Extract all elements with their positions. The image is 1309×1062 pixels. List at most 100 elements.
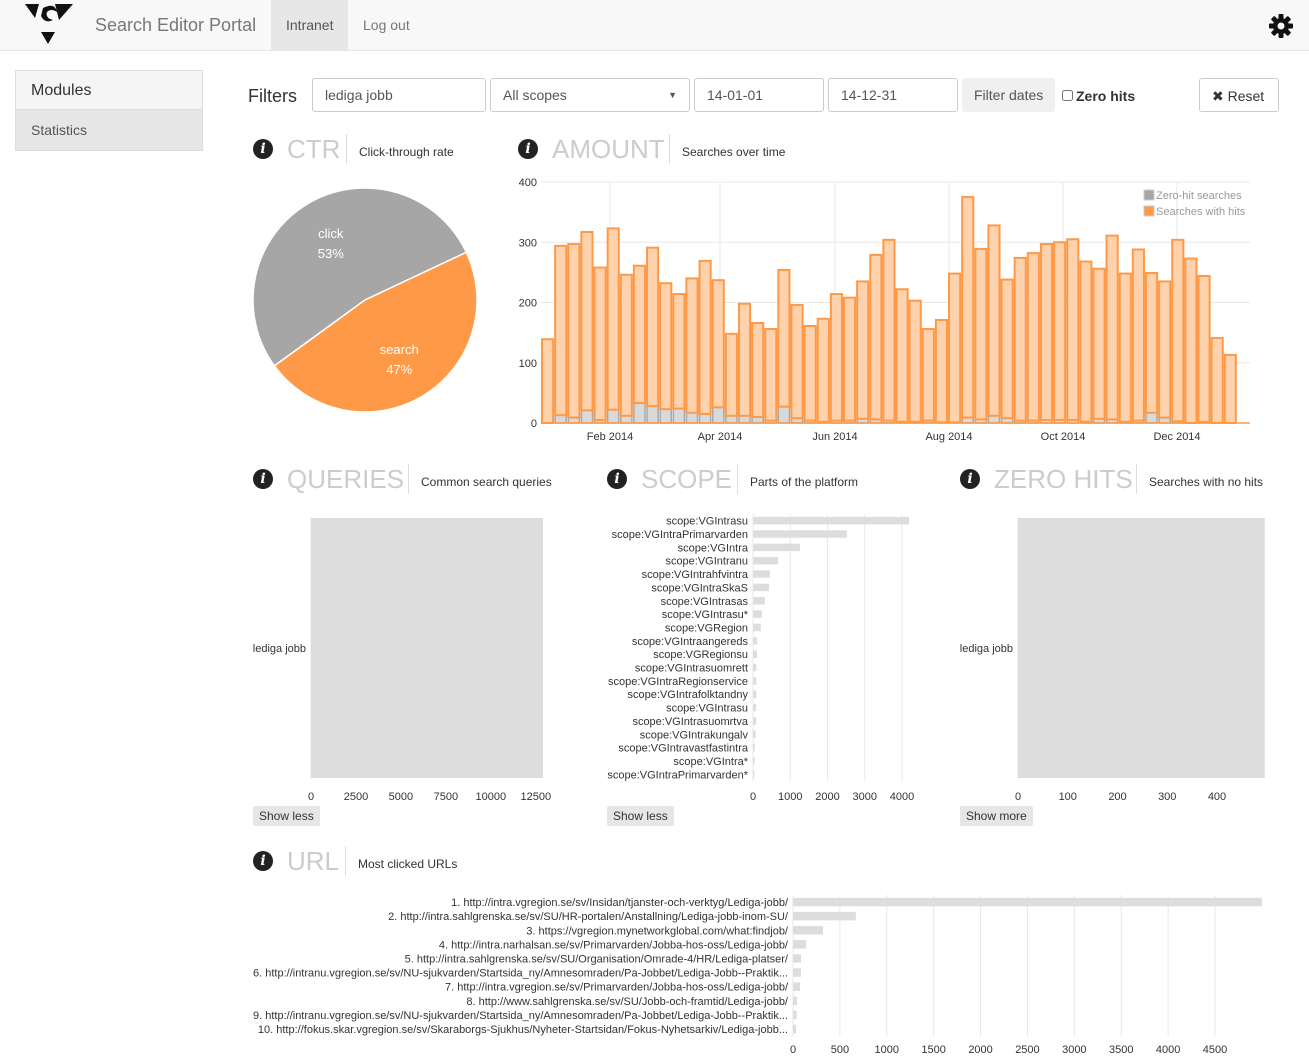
info-icon[interactable]: i [960,469,980,489]
bar [753,623,761,632]
x-tick-label: 3500 [1109,1044,1133,1056]
x-tick-label: 10000 [476,791,507,803]
hits-bar [567,243,581,419]
date-from-input[interactable]: 14-01-01 [694,78,824,112]
y-tick-label: 400 [519,177,537,189]
x-tick-label: 0 [790,1044,796,1056]
category-label: scope:VGIntrahfvintra [642,569,749,581]
x-tick-label: 4000 [890,791,914,803]
category-label: scope:VGIntravastfastintra [618,743,748,755]
x-tick-label: 3000 [853,791,877,803]
bar [753,677,757,685]
navbar: Search Editor Portal Intranet Log out [0,0,1309,51]
hits-bar [948,272,962,424]
hits-bar [737,302,752,417]
bar [1018,518,1265,778]
reset-button[interactable]: ✖ Reset [1199,78,1279,112]
query-input[interactable]: lediga jobb [312,78,486,112]
category-label: scope:VGRegionsu [653,649,748,661]
hits-bar [685,277,699,414]
info-icon[interactable]: i [518,139,538,159]
info-icon[interactable]: i [253,139,273,159]
bar [753,663,757,672]
info-icon[interactable]: i [253,469,273,489]
zero-hits-checkbox[interactable] [1062,90,1073,101]
queries-title: QUERIES [287,464,405,494]
url-title: URL [287,846,340,876]
bar [753,703,757,712]
filter-dates-button[interactable]: Filter dates [962,78,1056,112]
category-label: 2. http://intra.sahlgrenska.se/sv/SU/HR-… [388,911,789,923]
gear-icon[interactable] [1268,13,1294,39]
hits-bar [698,259,712,415]
x-tick-label: 0 [308,791,314,803]
category-label: scope:VGIntranu [665,556,748,568]
legend-label: Searches with hits [1156,206,1246,218]
hits-bar [646,246,660,408]
brand-title[interactable]: Search Editor Portal [95,15,257,35]
hits-bar [895,288,909,423]
scope-subtitle: Parts of the platform [737,464,858,494]
info-icon[interactable]: i [253,851,273,871]
category-label: scope:VGIntrakungalv [640,729,749,741]
scope-select-value: All scopes [503,87,567,103]
scope-title: SCOPE [641,464,733,494]
x-tick-label: 2500 [344,791,368,803]
x-tick-label: 300 [1158,791,1176,803]
hits-bar [711,279,725,409]
close-icon: ✖ [1212,88,1228,104]
bar [753,730,756,739]
sidebar: Modules Statistics [15,70,203,151]
amount-title: AMOUNT [552,134,665,164]
hits-bar [987,224,1001,417]
bar [793,897,1262,907]
x-tick-label: 100 [1059,791,1077,803]
logo-icon[interactable] [25,4,73,46]
hits-bar [1197,274,1211,423]
nav-intranet[interactable]: Intranet [271,0,349,50]
hits-bar [1079,260,1093,423]
y-tick-label: 300 [519,237,537,249]
bar [311,518,543,778]
hits-bar [751,321,765,418]
queries-show-less-button[interactable]: Show less [253,806,320,826]
amount-subtitle: Searches over time [669,134,785,164]
sidebar-item-statistics[interactable]: Statistics [16,110,202,150]
hits-bar [1039,243,1054,421]
bar [753,637,758,645]
zero-hits-toggle[interactable]: Zero hits [1062,88,1135,104]
nav-logout[interactable]: Log out [363,17,410,33]
x-tick-label: Apr 2014 [698,431,743,443]
category-label: scope:VGIntraPrimarvarden* [607,769,748,781]
bar [753,570,770,578]
bar [793,982,801,991]
hits-bar [869,253,883,421]
category-label: scope:VGIntrasuomrett [635,663,748,675]
x-tick-label: Oct 2014 [1041,431,1086,443]
category-label: scope:VGIntraangereds [632,636,749,648]
zero-hit-bar [659,408,673,424]
bar [793,996,798,1005]
zero-show-more-button[interactable]: Show more [960,806,1033,826]
legend-label: Zero-hit searches [1156,190,1242,202]
x-tick-label: 0 [750,791,756,803]
hits-bar [1118,272,1132,423]
legend-swatch [1143,189,1155,201]
hits-bar [934,318,949,424]
hits-bar [1000,278,1014,420]
scope-select[interactable]: All scopes ▼ [490,78,690,112]
date-to-input[interactable]: 14-12-31 [828,78,958,112]
hits-bar [882,238,896,422]
category-label: scope:VGIntrasas [661,596,749,608]
hits-bar [1184,257,1198,424]
category-label: scope:VGIntraSkaS [651,582,748,594]
scope-show-less-button[interactable]: Show less [607,806,674,826]
y-tick-label: 100 [519,358,537,370]
category-label: scope:VGIntraRegionservice [608,676,748,688]
x-tick-label: 12500 [521,791,552,803]
filters-label: Filters [248,86,297,106]
reset-label: Reset [1227,88,1265,104]
category-label: 9. http://intranu.vgregion.se/sv/NU-sjuk… [253,1010,788,1022]
info-icon[interactable]: i [607,469,627,489]
